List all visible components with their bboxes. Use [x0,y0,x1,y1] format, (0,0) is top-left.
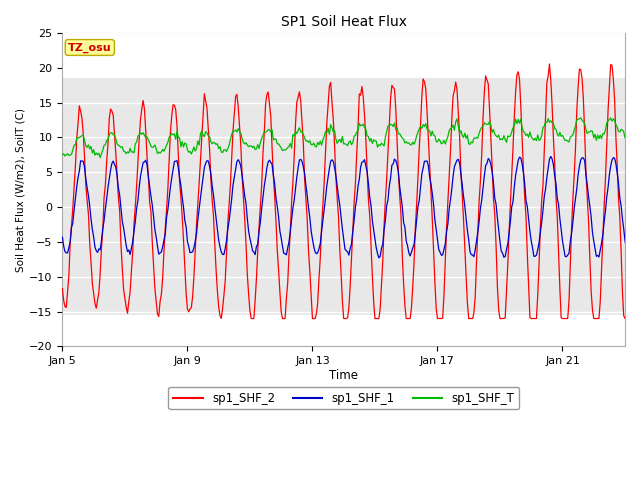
X-axis label: Time: Time [329,369,358,382]
Y-axis label: Soil Heat Flux (W/m2), SoilT (C): Soil Heat Flux (W/m2), SoilT (C) [15,108,25,272]
Text: TZ_osu: TZ_osu [68,42,111,53]
Title: SP1 Soil Heat Flux: SP1 Soil Heat Flux [281,15,406,29]
Bar [62,78,625,315]
Legend: sp1_SHF_2, sp1_SHF_1, sp1_SHF_T: sp1_SHF_2, sp1_SHF_1, sp1_SHF_T [168,387,519,409]
